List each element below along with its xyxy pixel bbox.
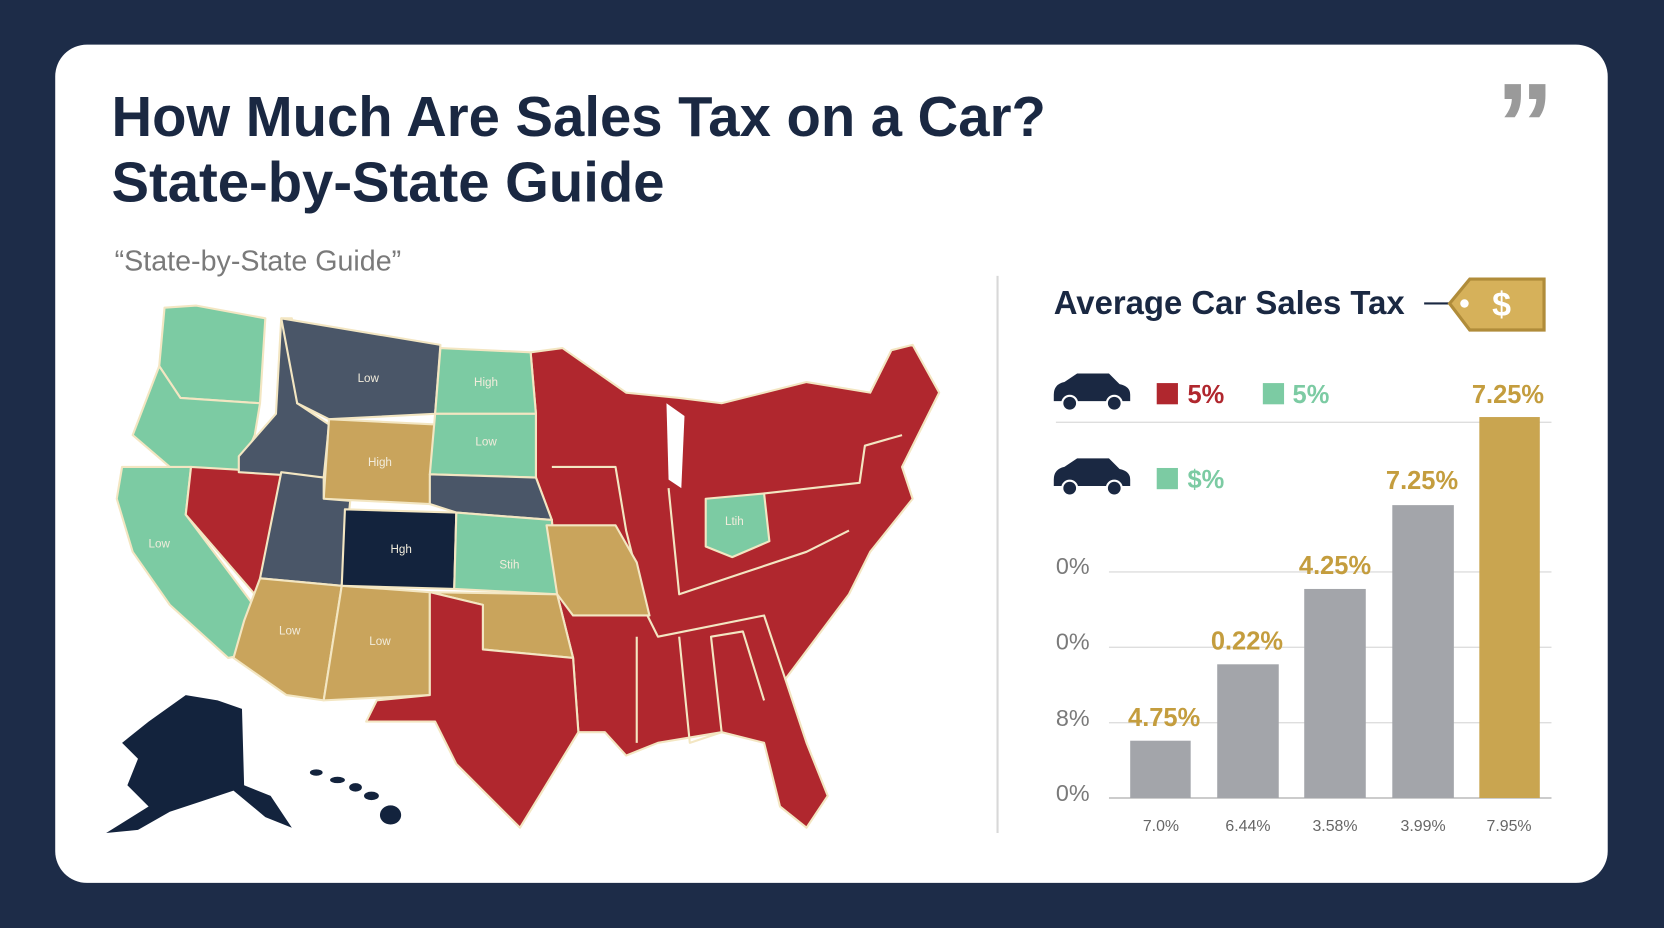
car-icon [1053, 373, 1131, 412]
value-label: 7.25% [1472, 381, 1544, 409]
map-label: High [368, 456, 392, 469]
state [453, 511, 559, 596]
map-label: Low [475, 436, 497, 449]
map-label: Low [149, 537, 171, 550]
lake [666, 403, 685, 489]
state [545, 524, 651, 617]
category-label: 3.58% [1312, 818, 1357, 835]
map-label: Low [369, 635, 391, 648]
category-label: 7.95% [1486, 818, 1531, 835]
axis-label: 0% [1056, 628, 1090, 654]
state-border [763, 434, 903, 495]
quote-mark: ” [1496, 58, 1554, 189]
bar [1392, 505, 1454, 799]
state [704, 492, 771, 559]
bar [1304, 588, 1366, 799]
tag-symbol: $ [1492, 286, 1511, 324]
axis-label: 0% [1056, 553, 1090, 579]
legend-label: $% [1187, 466, 1224, 494]
state [280, 317, 442, 421]
legend-swatch [1262, 383, 1285, 405]
state-border [678, 630, 766, 744]
map-label: Low [358, 372, 380, 385]
value-label: 4.25% [1299, 552, 1371, 580]
state [365, 591, 580, 829]
axis-label: 0% [1056, 780, 1090, 806]
axis-label: 8% [1056, 705, 1090, 731]
price-tag [1447, 277, 1546, 332]
alaska [106, 695, 292, 834]
title-line: How Much Are Sales Tax on a Car? [111, 85, 1045, 148]
legend-swatch [1156, 467, 1178, 490]
title-line: State-by-State Guide [111, 151, 664, 214]
value-label: 0.22% [1211, 627, 1283, 655]
bar [1479, 417, 1540, 799]
subtitle: “State-by-State Guide” [115, 246, 402, 278]
hawaii [309, 769, 402, 825]
bar [1217, 664, 1279, 799]
category-label: 3.99% [1401, 818, 1446, 835]
map-label: Ltih [725, 515, 744, 528]
panel-title: Average Car Sales Tax [1054, 284, 1406, 321]
legend-label: 5% [1187, 381, 1224, 409]
map-label: Hgh [390, 543, 411, 556]
legend-swatch [1156, 383, 1178, 405]
tag-hole [1460, 299, 1469, 308]
category-label: 7.0% [1143, 818, 1179, 835]
car-icon [1053, 458, 1131, 497]
map-label: Stih [499, 559, 519, 572]
bar [1130, 740, 1191, 799]
value-label: 7.25% [1386, 467, 1458, 495]
legend-label: 5% [1293, 381, 1330, 409]
us-map: Low High Low High Low Hgh Stih Low Low L… [106, 304, 941, 834]
category-label: 6.44% [1225, 818, 1270, 835]
value-label: 4.75% [1128, 704, 1200, 732]
map-label: Low [279, 624, 301, 637]
state-border [667, 488, 850, 596]
map-label: High [474, 376, 498, 389]
